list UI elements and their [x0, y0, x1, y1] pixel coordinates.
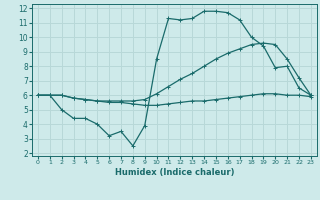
X-axis label: Humidex (Indice chaleur): Humidex (Indice chaleur) [115, 168, 234, 177]
